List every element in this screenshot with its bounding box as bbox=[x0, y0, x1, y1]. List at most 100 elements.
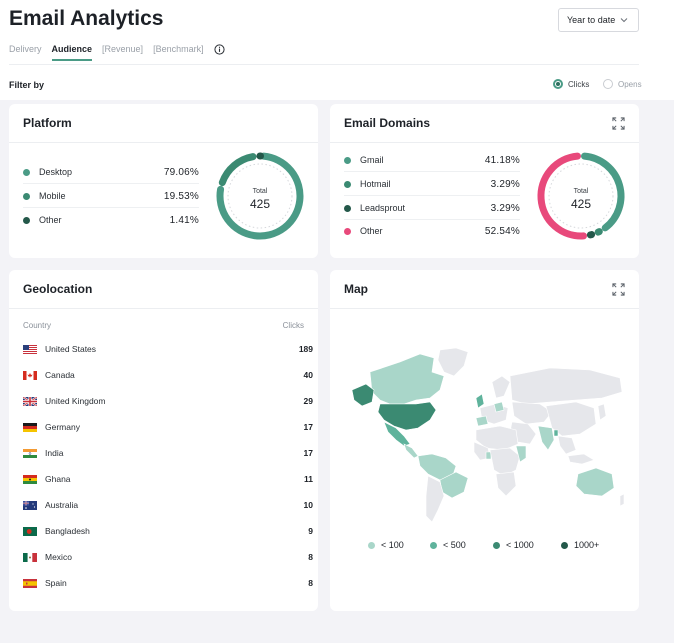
email-domains-title: Email Domains bbox=[344, 116, 430, 130]
tab-benchmark[interactable]: [Benchmark] bbox=[153, 43, 204, 65]
tab-delivery[interactable]: Delivery bbox=[9, 43, 42, 65]
map-region-australia[interactable] bbox=[576, 468, 614, 496]
table-row: Spain 8 bbox=[23, 570, 313, 596]
map-region-india[interactable] bbox=[538, 426, 554, 450]
country-column-header: Country bbox=[23, 321, 51, 330]
map-legend-item: < 100 bbox=[368, 540, 404, 550]
country-name: Ghana bbox=[45, 474, 71, 484]
donut-slice-gmail[interactable] bbox=[584, 156, 621, 228]
clicks-column-header: Clicks bbox=[283, 321, 304, 330]
map-legend-label: 1000+ bbox=[574, 540, 599, 550]
country-name: Mexico bbox=[45, 552, 72, 562]
legend-label: Mobile bbox=[39, 191, 66, 201]
map-region-canada[interactable] bbox=[370, 354, 444, 404]
flag-gh-icon bbox=[23, 475, 37, 484]
table-row: Canada 40 bbox=[23, 362, 313, 388]
map-region-southern-africa[interactable] bbox=[496, 472, 516, 496]
legend-label: Leadsprout bbox=[360, 203, 405, 213]
flag-us-icon bbox=[23, 345, 37, 354]
map-card: Map bbox=[330, 270, 639, 611]
flag-es-icon bbox=[23, 579, 37, 588]
expand-icon[interactable] bbox=[612, 117, 625, 130]
legend-percent: 41.18% bbox=[485, 155, 520, 166]
tabs-divider bbox=[9, 64, 639, 65]
legend-item: Gmail 41.18% bbox=[344, 148, 520, 172]
map-region-scandinavia[interactable] bbox=[492, 376, 510, 398]
legend-percent: 1.41% bbox=[170, 215, 199, 226]
geolocation-title: Geolocation bbox=[23, 282, 92, 296]
radio-unselected-icon bbox=[603, 79, 613, 89]
legend-item: Other 1.41% bbox=[23, 208, 199, 232]
country-name: India bbox=[45, 448, 63, 458]
flag-ca-icon bbox=[23, 371, 37, 380]
country-name: United States bbox=[45, 344, 96, 354]
clicks-value: 17 bbox=[304, 422, 313, 432]
geolocation-card: Geolocation Country Clicks United States… bbox=[9, 270, 318, 611]
map-region-central-asia[interactable] bbox=[512, 402, 552, 424]
map-region-russia[interactable] bbox=[510, 368, 622, 404]
donut-slice-mobile[interactable] bbox=[222, 157, 253, 183]
world-map[interactable] bbox=[340, 346, 630, 526]
map-region-indonesia[interactable] bbox=[568, 454, 594, 464]
info-icon[interactable] bbox=[214, 44, 225, 55]
map-region-germany[interactable] bbox=[494, 402, 504, 412]
email-domains-card: Email Domains Gmail 41.18% Hotmail 3.29%… bbox=[330, 104, 639, 258]
clicks-value: 29 bbox=[304, 396, 313, 406]
map-legend-label: < 500 bbox=[443, 540, 466, 550]
map-legend-swatch bbox=[493, 542, 500, 549]
country-name: Germany bbox=[45, 422, 80, 432]
country-name: Australia bbox=[45, 500, 78, 510]
flag-au-icon bbox=[23, 501, 37, 510]
legend-swatch bbox=[23, 193, 30, 200]
table-row: Australia 10 bbox=[23, 492, 313, 518]
map-region-bangladesh[interactable] bbox=[554, 430, 558, 436]
map-legend-label: < 100 bbox=[381, 540, 404, 550]
period-select[interactable]: Year to date bbox=[558, 8, 639, 32]
flag-mx-icon bbox=[23, 553, 37, 562]
filter-opens-radio[interactable]: Opens bbox=[603, 79, 642, 89]
legend-percent: 52.54% bbox=[485, 226, 520, 237]
clicks-value: 8 bbox=[308, 578, 313, 588]
filter-clicks-radio[interactable]: Clicks bbox=[553, 79, 589, 89]
map-region-ghana[interactable] bbox=[486, 452, 491, 459]
table-row: Bangladesh 9 bbox=[23, 518, 313, 544]
chevron-down-icon bbox=[619, 15, 629, 25]
map-region-uk[interactable] bbox=[476, 394, 484, 408]
legend-label: Other bbox=[39, 215, 62, 225]
map-region-alaska[interactable] bbox=[352, 384, 374, 406]
map-region-greenland[interactable] bbox=[438, 348, 468, 376]
tab-audience[interactable]: Audience bbox=[52, 43, 93, 65]
card-divider bbox=[330, 308, 639, 309]
table-row: United Kingdom 29 bbox=[23, 388, 313, 414]
flag-de-icon bbox=[23, 423, 37, 432]
platform-card: Platform Desktop 79.06% Mobile 19.53% Ot… bbox=[9, 104, 318, 258]
donut-slice-hotmail[interactable] bbox=[598, 232, 599, 233]
clicks-value: 11 bbox=[304, 474, 313, 484]
legend-item: Other 52.54% bbox=[344, 219, 520, 243]
map-region-japan[interactable] bbox=[598, 404, 606, 420]
flag-in-icon bbox=[23, 449, 37, 458]
map-title: Map bbox=[344, 282, 368, 296]
map-region-new-zealand[interactable] bbox=[620, 494, 624, 506]
legend-swatch bbox=[344, 228, 351, 235]
platform-title: Platform bbox=[23, 116, 72, 130]
flag-gb-icon bbox=[23, 397, 37, 406]
platform-donut-chart: Total 425 bbox=[214, 150, 306, 242]
legend-label: Other bbox=[360, 226, 383, 236]
tab-revenue[interactable]: [Revenue] bbox=[102, 43, 143, 65]
map-region-china[interactable] bbox=[546, 402, 596, 436]
legend-percent: 79.06% bbox=[164, 167, 199, 178]
clicks-value: 17 bbox=[304, 448, 313, 458]
table-row: United States 189 bbox=[23, 336, 313, 362]
map-region-southeast-asia[interactable] bbox=[558, 436, 576, 454]
country-name: United Kingdom bbox=[45, 396, 105, 406]
donut-total-label: Total bbox=[253, 188, 268, 195]
map-region-spain[interactable] bbox=[476, 416, 488, 426]
expand-icon[interactable] bbox=[612, 283, 625, 296]
map-region-central-africa[interactable] bbox=[490, 448, 520, 476]
filter-opens-label: Opens bbox=[618, 80, 642, 89]
clicks-value: 10 bbox=[304, 500, 313, 510]
legend-item: Desktop 79.06% bbox=[23, 160, 199, 184]
map-region-central-america[interactable] bbox=[404, 444, 418, 458]
legend-swatch bbox=[344, 157, 351, 164]
